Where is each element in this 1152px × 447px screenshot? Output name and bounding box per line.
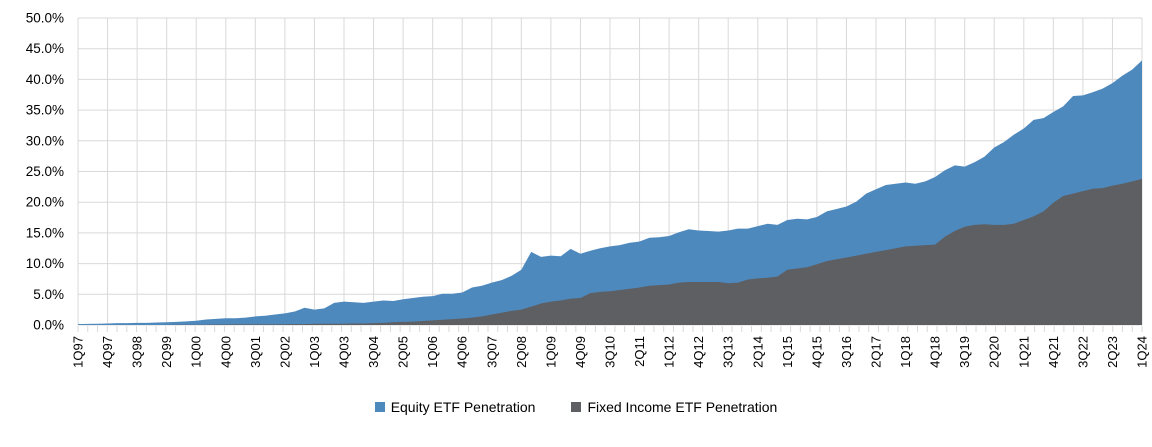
x-axis-tick-label: 2Q05 [396,336,411,368]
x-axis-tick-label: 2Q14 [750,336,765,368]
legend-label-equity: Equity ETF Penetration [390,399,536,415]
y-axis-tick-label: 25.0% [26,164,64,179]
x-axis-tick-label: 3Q16 [839,336,854,368]
x-axis-tick-label: 1Q12 [662,336,677,368]
x-axis-tick-label: 3Q98 [130,336,145,368]
legend-label-fixed-income: Fixed Income ETF Penetration [587,399,778,415]
x-axis-tick-label: 3Q10 [603,336,618,368]
x-axis-tick-label: 1Q06 [425,336,440,368]
x-axis-tick-label: 1Q00 [189,336,204,368]
x-axis-tick-label: 2Q02 [277,336,292,368]
y-axis-tick-label: 50.0% [26,11,64,26]
x-axis-tick-label: 1Q24 [1135,336,1150,368]
x-axis-tick-label: 4Q15 [809,336,824,368]
x-axis-tick-label: 1Q03 [307,336,322,368]
x-axis-tick-label: 4Q97 [100,336,115,368]
x-axis-tick-label: 3Q01 [248,336,263,368]
fixed-income-area-series [78,178,1142,325]
x-axis-tick-label: 3Q13 [721,336,736,368]
x-axis-tick-label: 1Q15 [780,336,795,368]
x-axis-tick-label: 2Q99 [159,336,174,368]
x-axis-tick-label: 1Q97 [71,336,86,368]
x-axis-tick-label: 3Q04 [366,336,381,368]
x-axis-tick-label: 2Q20 [987,336,1002,368]
chart-legend: Equity ETF Penetration Fixed Income ETF … [0,399,1152,415]
x-axis-tick-label: 1Q09 [543,336,558,368]
y-axis-tick-label: 45.0% [26,41,64,56]
y-axis-tick-label: 0.0% [33,318,64,333]
x-axis-tick-label: 4Q03 [337,336,352,368]
y-axis-tick-label: 20.0% [26,195,64,210]
equity-swatch-icon [374,402,385,412]
x-axis-tick-label: 4Q06 [455,336,470,368]
fixed-income-swatch-icon [571,402,582,412]
x-axis-tick-label: 1Q21 [1016,336,1031,368]
x-axis-tick-label: 2Q08 [514,336,529,368]
x-axis-tick-label: 4Q09 [573,336,588,368]
y-axis-tick-label: 15.0% [26,225,64,240]
x-axis-tick-label: 2Q17 [869,336,884,368]
x-axis-tick-label: 2Q11 [632,336,647,367]
x-axis-tick-label: 3Q19 [957,336,972,368]
x-axis-tick-label: 4Q12 [691,336,706,368]
x-axis-tick-label: 4Q18 [928,336,943,368]
y-axis-tick-label: 40.0% [26,72,64,87]
x-axis-tick-label: 2Q23 [1105,336,1120,368]
x-axis-tick-label: 4Q00 [218,336,233,368]
x-axis-tick-label: 3Q22 [1075,336,1090,368]
y-axis-tick-label: 5.0% [33,287,64,302]
legend-item-equity: Equity ETF Penetration [374,399,536,415]
legend-item-fixed-income: Fixed Income ETF Penetration [571,399,777,415]
x-axis-tick-label: 1Q18 [898,336,913,368]
x-axis-tick-label: 3Q07 [484,336,499,368]
y-axis-tick-label: 35.0% [26,103,64,118]
y-axis-tick-label: 10.0% [26,256,64,271]
x-axis-tick-label: 4Q21 [1046,336,1061,368]
y-axis-tick-label: 30.0% [26,133,64,148]
